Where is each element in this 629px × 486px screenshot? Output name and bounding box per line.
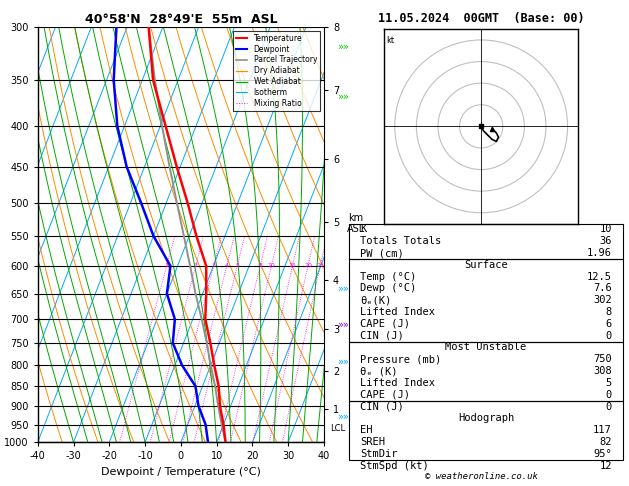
Text: 5: 5 [235,263,239,268]
Text: »»: »» [337,412,348,421]
Text: 95°: 95° [593,449,612,459]
Text: 117: 117 [593,425,612,435]
Text: Dewp (°C): Dewp (°C) [360,283,416,294]
Bar [349,342,623,400]
Title: 40°58'N  28°49'E  55m  ASL: 40°58'N 28°49'E 55m ASL [84,13,277,26]
Bar [349,224,623,259]
Text: K: K [360,225,366,234]
Text: LCL: LCL [330,424,345,434]
Text: EH: EH [360,425,372,435]
Text: Lifted Index: Lifted Index [360,307,435,317]
Text: StmSpd (kt): StmSpd (kt) [360,461,429,470]
Text: 12.5: 12.5 [587,272,612,282]
Text: © weatheronline.co.uk: © weatheronline.co.uk [425,472,538,481]
Text: Pressure (mb): Pressure (mb) [360,354,442,364]
Text: 5: 5 [606,378,612,388]
Legend: Temperature, Dewpoint, Parcel Trajectory, Dry Adiabat, Wet Adiabat, Isotherm, Mi: Temperature, Dewpoint, Parcel Trajectory… [233,31,320,111]
Text: 82: 82 [599,437,612,447]
Text: CAPE (J): CAPE (J) [360,319,410,329]
Text: 11.05.2024  00GMT  (Base: 00): 11.05.2024 00GMT (Base: 00) [378,12,584,25]
Text: 3: 3 [211,263,216,268]
Text: 0: 0 [606,390,612,399]
Text: 1: 1 [165,263,169,268]
Text: SREH: SREH [360,437,385,447]
Text: 0: 0 [606,401,612,412]
Text: 7.6: 7.6 [593,283,612,294]
Text: 15: 15 [289,263,296,268]
Text: 2: 2 [194,263,198,268]
Text: Most Unstable: Most Unstable [445,343,526,352]
Text: 6: 6 [606,319,612,329]
Text: Totals Totals: Totals Totals [360,236,442,246]
Text: StmDir: StmDir [360,449,398,459]
Text: 302: 302 [593,295,612,305]
Text: »»: »» [337,92,348,102]
X-axis label: Dewpoint / Temperature (°C): Dewpoint / Temperature (°C) [101,467,261,477]
Text: 1.96: 1.96 [587,248,612,258]
Text: θₑ (K): θₑ (K) [360,366,398,376]
Y-axis label: km
ASL: km ASL [347,213,365,235]
Text: 10: 10 [267,263,276,268]
Text: 8: 8 [606,307,612,317]
Text: CIN (J): CIN (J) [360,401,404,412]
Bar [349,259,623,342]
Text: CAPE (J): CAPE (J) [360,390,410,399]
Bar [349,400,623,460]
Text: »»: »» [337,357,348,367]
Text: »»: »» [337,284,348,294]
Text: »»: »» [337,42,348,52]
Text: Hodograph: Hodograph [458,413,514,423]
Text: kt: kt [386,35,394,45]
Text: 750: 750 [593,354,612,364]
Text: 8: 8 [259,263,262,268]
Text: 20: 20 [304,263,312,268]
Text: PW (cm): PW (cm) [360,248,404,258]
Text: Surface: Surface [464,260,508,270]
Text: 25: 25 [316,263,324,268]
Text: Lifted Index: Lifted Index [360,378,435,388]
Text: θₑ(K): θₑ(K) [360,295,391,305]
Text: CIN (J): CIN (J) [360,330,404,341]
Text: 4: 4 [225,263,229,268]
Text: »»: »» [337,320,348,330]
Text: 36: 36 [599,236,612,246]
Text: 308: 308 [593,366,612,376]
Text: 12: 12 [599,461,612,470]
Text: 0: 0 [606,330,612,341]
Text: 10: 10 [599,225,612,234]
Text: Temp (°C): Temp (°C) [360,272,416,282]
